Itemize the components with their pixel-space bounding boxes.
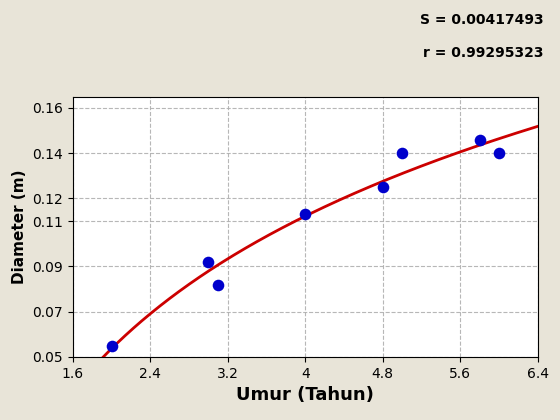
Point [378,184,387,191]
Point [301,211,310,218]
Point [494,150,503,157]
X-axis label: Umur (Tahun): Umur (Tahun) [236,386,374,404]
Point [213,281,222,288]
Text: r = 0.99295323: r = 0.99295323 [423,46,543,60]
Text: S = 0.00417493: S = 0.00417493 [419,13,543,26]
Y-axis label: Diameter (m): Diameter (m) [12,170,27,284]
Point [204,259,213,265]
Point [398,150,407,157]
Point [107,342,116,349]
Point [475,136,484,143]
